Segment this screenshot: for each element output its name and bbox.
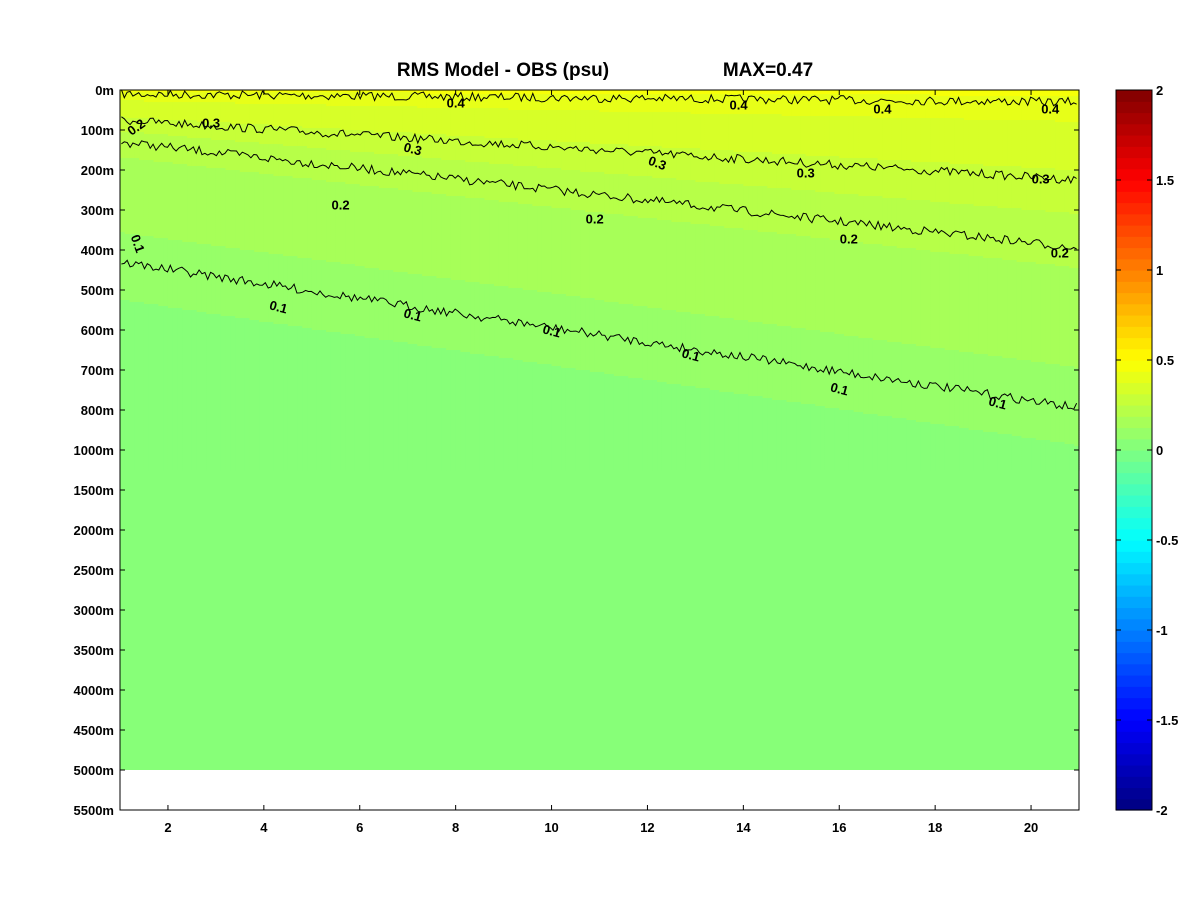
chart-max-label: MAX=0.47 <box>723 60 813 81</box>
salinity-field <box>120 90 1080 770</box>
chart-stage: RMS Model - OBS (psu) MAX=0.47 0.4 0.4 0.4… <box>0 0 1200 900</box>
field-cell <box>130 468 135 471</box>
chart-title: RMS Model - OBS (psu) <box>397 60 609 81</box>
field-cell <box>125 468 130 471</box>
rms-chart: RMS Model - OBS (psu) MAX=0.47 0.4 0.4 0.4… <box>0 0 1200 900</box>
field-cell <box>120 468 125 471</box>
